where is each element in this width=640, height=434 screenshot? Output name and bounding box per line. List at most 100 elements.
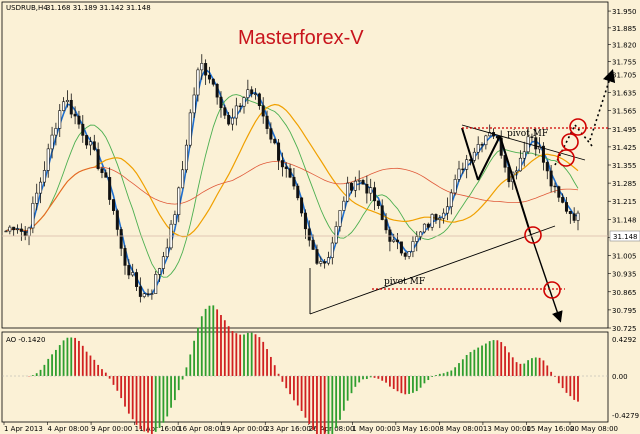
candle-body xyxy=(250,89,254,95)
candle-body xyxy=(330,242,334,258)
time-tick-label: 1 May 00:00 xyxy=(352,425,396,433)
candle-body xyxy=(568,211,572,215)
candle-body xyxy=(576,212,580,221)
candle-body xyxy=(215,83,219,98)
symbol-label: USDRUB,H4 xyxy=(6,4,48,12)
price-tick-label: 31.425 xyxy=(612,144,637,152)
price-tick-label: 31.705 xyxy=(612,71,637,79)
time-tick-label: 8 May 08:00 xyxy=(439,425,483,433)
candle-body xyxy=(415,236,419,242)
candle-body xyxy=(150,293,154,295)
candle-body xyxy=(399,241,403,254)
candle-body xyxy=(39,181,43,194)
pivot-upper-label: pivot MF xyxy=(507,129,548,139)
time-tick-label: 19 Apr 00:00 xyxy=(222,425,268,433)
price-tick-label: 31.285 xyxy=(612,180,637,188)
candle-body xyxy=(338,210,342,227)
candle-body xyxy=(173,214,177,225)
candle-body xyxy=(449,192,453,208)
up-dotted-arrow xyxy=(589,68,616,141)
current-circle xyxy=(524,226,542,244)
candle-body xyxy=(545,162,549,172)
candle-body xyxy=(334,226,338,244)
candle-body xyxy=(227,114,231,125)
moving-averages xyxy=(5,68,579,296)
candle-body xyxy=(277,142,281,161)
candle-body xyxy=(453,179,457,194)
price-tick-label: 31.950 xyxy=(612,8,637,16)
target-circle xyxy=(543,281,561,299)
candle-body xyxy=(319,261,323,264)
candle-body xyxy=(561,197,565,203)
price-tick-label: 31.635 xyxy=(612,90,637,98)
pivot-circle-1 xyxy=(569,118,587,136)
candle-body xyxy=(257,93,261,107)
brand-watermark: Masterforex-V xyxy=(238,27,364,49)
candle-body xyxy=(135,272,139,287)
candle-body xyxy=(88,141,92,146)
candle-body xyxy=(572,213,576,221)
pivot-circle-3 xyxy=(557,149,575,167)
wave-line-3 xyxy=(499,135,531,233)
candle-body xyxy=(564,202,568,212)
candle-body xyxy=(104,172,108,178)
candle-body xyxy=(384,219,388,231)
candle-body xyxy=(265,115,269,129)
candle-body xyxy=(261,105,265,117)
candle-body xyxy=(204,63,208,76)
candle-body xyxy=(541,145,545,163)
time-axis: 1 Apr 2013 4 Apr 08:00 9 Apr 00:00 11 Apr 1… xyxy=(3,422,618,433)
down-arrow-line xyxy=(529,231,563,323)
candle-body xyxy=(350,182,354,191)
candle-body xyxy=(438,217,442,220)
candle-body xyxy=(96,149,100,169)
support-trendline xyxy=(309,225,556,315)
wave-line-2 xyxy=(477,135,501,181)
candle-body xyxy=(484,135,488,146)
candle-body xyxy=(269,128,273,140)
candle-body xyxy=(488,132,492,137)
candle-body xyxy=(111,199,115,211)
candle-body xyxy=(472,151,476,161)
candle-body xyxy=(161,256,165,269)
candle-body xyxy=(154,274,158,294)
ma-long-line xyxy=(5,160,579,232)
candle-body xyxy=(8,226,12,232)
candle-body xyxy=(81,123,85,136)
candle-body xyxy=(4,230,8,233)
ma-mid-line xyxy=(5,94,579,278)
candle-body xyxy=(62,101,66,111)
candles xyxy=(4,54,580,303)
candle-body xyxy=(534,137,538,150)
candle-body xyxy=(184,144,188,171)
time-tick-label: 23 Apr 16:00 xyxy=(265,425,311,433)
candle-body xyxy=(73,113,77,117)
candle-body xyxy=(200,63,204,71)
candle-body xyxy=(273,138,277,144)
candle-body xyxy=(280,160,284,168)
candle-body xyxy=(230,117,234,125)
candle-body xyxy=(553,185,557,188)
ohlc-label: 31.168 31.189 31.142 31.148 xyxy=(46,4,151,12)
price-tick-label: 30.935 xyxy=(612,271,637,279)
candle-body xyxy=(188,112,192,146)
price-tick-label: 30.725 xyxy=(612,325,637,333)
candle-body xyxy=(288,168,292,178)
candle-body xyxy=(326,257,330,264)
pivot-circle-2 xyxy=(561,133,579,151)
resistance-trendline xyxy=(461,124,586,161)
time-tick-label: 13 May 00:00 xyxy=(483,425,531,433)
candle-body xyxy=(138,286,142,297)
candle-body xyxy=(376,200,380,207)
ao-tick-zero: 0.00 xyxy=(612,373,628,381)
candle-body xyxy=(530,136,534,138)
candle-body xyxy=(50,134,54,150)
candle-body xyxy=(131,272,135,276)
candle-body xyxy=(303,212,307,230)
candle-body xyxy=(422,223,426,233)
candle-body xyxy=(315,249,319,264)
price-tick-label: 31.755 xyxy=(612,59,637,67)
candle-body xyxy=(242,97,246,107)
candle-body xyxy=(300,197,304,214)
